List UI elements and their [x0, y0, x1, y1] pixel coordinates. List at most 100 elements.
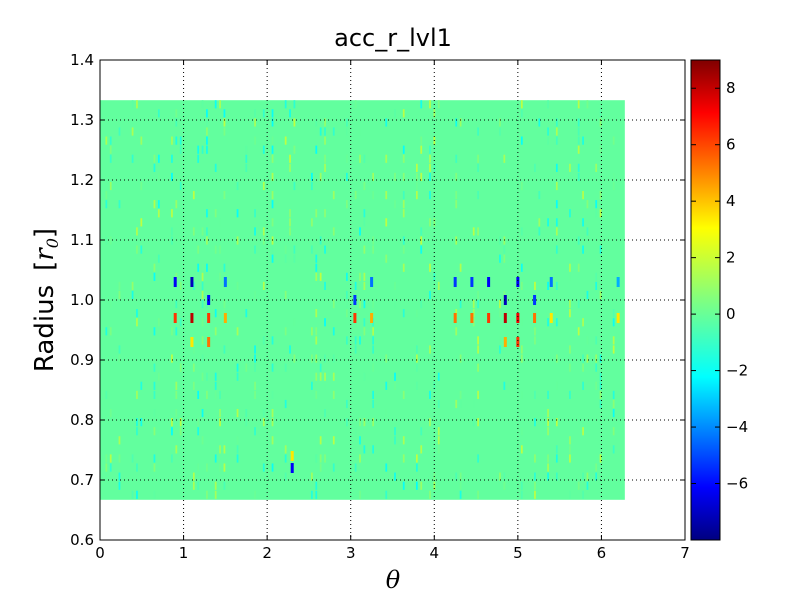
heatmap-cell: [254, 490, 256, 499]
heatmap-cell: [555, 454, 558, 463]
heatmap-cell: [118, 354, 121, 363]
heatmap-cell: [372, 300, 375, 309]
heatmap-cell: [171, 418, 173, 427]
heatmap-cell: [315, 118, 318, 127]
heatmap-cell: [311, 218, 313, 227]
heatmap-cell: [534, 281, 536, 291]
heatmap-cell: [612, 136, 615, 145]
heatmap-cell: [433, 381, 436, 390]
heatmap-cell: [354, 336, 357, 345]
heatmap-cell: [153, 427, 156, 436]
heatmap-cell: [284, 327, 287, 336]
y-axis-label: Radius [r0]: [30, 228, 62, 372]
heatmap-cell: [271, 245, 274, 254]
y-tick-label: 1.4: [70, 51, 94, 69]
y-tick-label: 1.3: [70, 111, 94, 129]
heatmap-cell: [555, 445, 558, 454]
heatmap-cell: [363, 372, 366, 381]
heatmap-cell: [171, 427, 173, 436]
heatmap-cell: [437, 427, 440, 436]
heatmap-cell: [420, 427, 423, 436]
heatmap-cell: [179, 145, 182, 154]
heatmap-cell: [402, 191, 405, 200]
heatmap-cell: [254, 390, 256, 399]
heatmap-cell: [499, 345, 501, 354]
heatmap-cell: [157, 109, 160, 118]
heatmap-cell: [109, 145, 112, 154]
heatmap-cell: [372, 399, 375, 409]
heatmap-cell: [179, 318, 182, 327]
heatmap-cell: [206, 136, 208, 145]
heatmap-feature: [503, 295, 507, 305]
heatmap-cell: [429, 154, 431, 163]
heatmap-cell: [289, 109, 291, 118]
heatmap-cell: [206, 463, 208, 472]
heatmap-cell: [201, 436, 204, 445]
chart-title: acc_r_lvl1: [334, 24, 452, 52]
heatmap-cell: [586, 100, 589, 109]
heatmap-cell: [547, 100, 549, 109]
heatmap-cell: [420, 145, 423, 154]
heatmap-cell: [206, 118, 208, 127]
heatmap-cell: [586, 200, 589, 209]
heatmap-cell: [394, 372, 396, 381]
heatmap-feature: [207, 313, 211, 323]
heatmap-cell: [577, 145, 580, 154]
heatmap-cell: [577, 118, 580, 127]
heatmap-feature: [290, 463, 294, 473]
heatmap-cell: [420, 227, 423, 236]
heatmap-cell: [612, 390, 615, 399]
heatmap-cell: [319, 372, 322, 381]
heatmap-cell: [105, 463, 108, 472]
heatmap-cell: [271, 463, 274, 472]
heatmap-cell: [555, 200, 558, 209]
heatmap-cell: [534, 481, 536, 490]
heatmap-cell: [315, 336, 318, 345]
heatmap-cell: [429, 390, 431, 399]
heatmap-cell: [201, 354, 204, 363]
heatmap-cell: [555, 354, 558, 363]
heatmap-cell: [262, 418, 265, 427]
heatmap-cell: [171, 154, 173, 163]
heatmap-cell: [153, 272, 156, 281]
heatmap-cell: [284, 290, 287, 300]
heatmap-cell: [372, 445, 375, 454]
heatmap-cell: [472, 399, 475, 409]
grid-lines: [100, 60, 685, 540]
heatmap-cell: [612, 345, 615, 354]
heatmap-cell: [385, 218, 388, 227]
heatmap-cell: [346, 200, 348, 209]
heatmap-cell: [503, 245, 506, 254]
heatmap-feature: [487, 313, 491, 323]
heatmap-cell: [262, 463, 265, 472]
heatmap-cell: [254, 363, 256, 372]
colorbar-tick-label: −2: [726, 362, 748, 380]
heatmap-cell: [363, 245, 366, 254]
heatmap-cell: [105, 191, 108, 200]
heatmap-cell: [372, 172, 375, 182]
heatmap-cell: [402, 390, 405, 399]
heatmap-cell: [223, 481, 226, 490]
heatmap-cell: [324, 118, 326, 127]
heatmap-cell: [612, 336, 615, 345]
heatmap-cell: [219, 390, 221, 399]
heatmap-cell: [415, 381, 418, 390]
heatmap-cell: [284, 100, 287, 109]
heatmap-cell: [332, 372, 335, 381]
heatmap-cell: [402, 454, 405, 463]
heatmap-cell: [293, 245, 296, 254]
heatmap-cell: [555, 381, 558, 390]
heatmap-cell: [319, 436, 322, 445]
heatmap-cell: [271, 408, 274, 418]
heatmap-cell: [315, 454, 318, 463]
heatmap-cell: [315, 254, 318, 263]
heatmap-cell: [582, 245, 584, 254]
heatmap-cell: [109, 327, 112, 336]
heatmap-cell: [477, 290, 479, 300]
heatmap-cell: [262, 281, 265, 291]
heatmap-cell: [109, 154, 112, 163]
heatmap-feature: [190, 277, 194, 287]
heatmap-cell: [223, 463, 226, 472]
colorbar-ticks: −6 −4 −2 0 2 4 6 8: [691, 79, 748, 493]
heatmap-cell: [503, 254, 506, 263]
